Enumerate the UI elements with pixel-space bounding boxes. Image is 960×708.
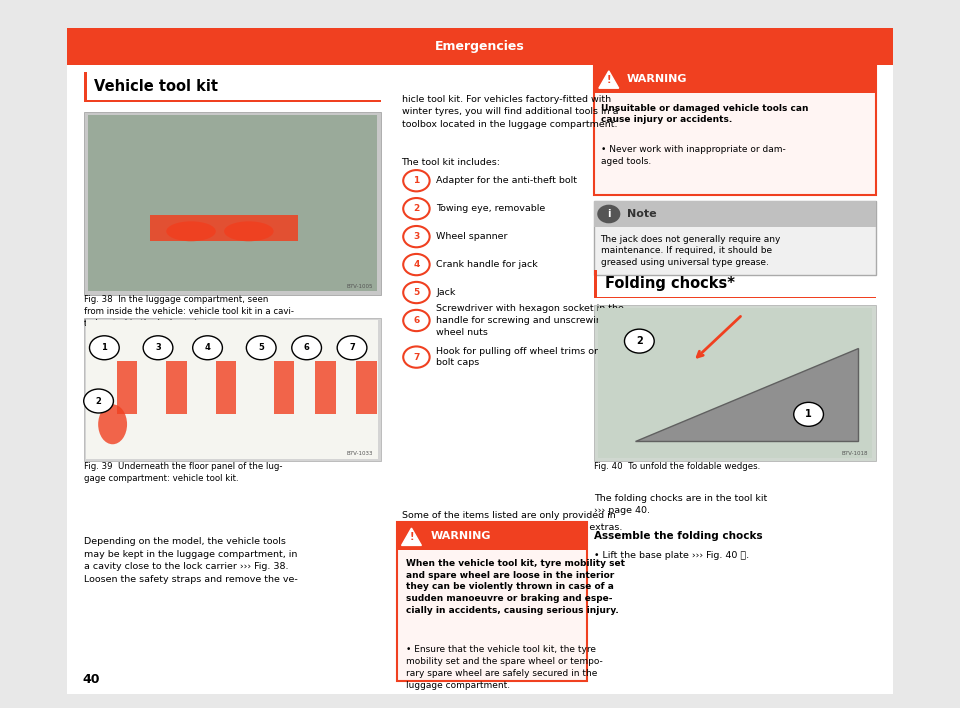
Text: B7V-1018: B7V-1018: [842, 450, 868, 455]
Text: 6: 6: [303, 343, 309, 353]
Circle shape: [292, 336, 322, 360]
Circle shape: [143, 336, 173, 360]
Bar: [397, 522, 588, 680]
Circle shape: [403, 226, 430, 247]
Circle shape: [403, 254, 430, 275]
Text: Towing eye, removable: Towing eye, removable: [436, 204, 545, 213]
Circle shape: [403, 170, 430, 191]
Bar: [117, 361, 137, 414]
Text: When the vehicle tool kit, tyre mobility set
and spare wheel are loose in the in: When the vehicle tool kit, tyre mobility…: [406, 559, 625, 615]
Text: • Never work with inappropriate or dam-
aged tools.: • Never work with inappropriate or dam- …: [601, 145, 785, 166]
Text: Fig. 40  To unfold the foldable wedges.: Fig. 40 To unfold the foldable wedges.: [594, 462, 760, 472]
Text: Unsuitable or damaged vehicle tools can
cause injury or accidents.: Unsuitable or damaged vehicle tools can …: [601, 103, 808, 125]
Text: !: !: [409, 532, 414, 542]
Bar: [594, 65, 876, 93]
Text: Emergencies: Emergencies: [435, 40, 525, 53]
Text: 1: 1: [805, 409, 812, 419]
Bar: [67, 28, 893, 65]
Text: The tool kit includes:: The tool kit includes:: [401, 158, 500, 167]
Bar: [150, 215, 299, 241]
Text: Hook for pulling off wheel trims or wheel
bolt caps: Hook for pulling off wheel trims or whee…: [436, 347, 630, 367]
Text: Fig. 39  Underneath the floor panel of the lug-
gage compartment: vehicle tool k: Fig. 39 Underneath the floor panel of th…: [84, 462, 282, 483]
Bar: [594, 201, 876, 227]
Bar: [84, 111, 381, 295]
Circle shape: [247, 336, 276, 360]
Polygon shape: [599, 71, 618, 88]
Bar: [84, 318, 381, 461]
Text: 5: 5: [258, 343, 264, 353]
Bar: [356, 361, 376, 414]
Text: 2: 2: [636, 336, 642, 346]
Text: Crank handle for jack: Crank handle for jack: [436, 260, 538, 269]
Text: 2: 2: [96, 396, 102, 406]
Bar: [166, 361, 187, 414]
Text: 4: 4: [204, 343, 210, 353]
Text: • Ensure that the vehicle tool kit, the tyre
mobility set and the spare wheel or: • Ensure that the vehicle tool kit, the …: [406, 645, 603, 690]
Text: Adapter for the anti-theft bolt: Adapter for the anti-theft bolt: [436, 176, 577, 185]
Text: Depending on the model, the vehicle tools
may be kept in the luggage compartment: Depending on the model, the vehicle tool…: [84, 537, 298, 584]
Text: B7V-1033: B7V-1033: [347, 450, 372, 455]
Text: 5: 5: [414, 288, 420, 297]
Bar: [86, 320, 378, 459]
Polygon shape: [401, 528, 421, 545]
Circle shape: [794, 402, 824, 426]
Bar: [88, 115, 376, 291]
Polygon shape: [636, 348, 858, 441]
Text: Jack: Jack: [436, 288, 456, 297]
Text: Some of the items listed are only provided in
certain model versions, or are opt: Some of the items listed are only provid…: [401, 511, 622, 532]
Bar: [594, 297, 876, 298]
Text: 7: 7: [413, 353, 420, 362]
Bar: [84, 72, 87, 101]
Circle shape: [624, 329, 654, 353]
Text: Note: Note: [627, 209, 657, 219]
Text: 40: 40: [82, 673, 100, 686]
Ellipse shape: [166, 222, 216, 241]
Text: i: i: [607, 209, 611, 219]
Text: hicle tool kit. For vehicles factory-fitted with
winter tyres, you will find add: hicle tool kit. For vehicles factory-fit…: [401, 95, 618, 129]
Circle shape: [403, 346, 430, 367]
Text: • Lift the base plate ››› Fig. 40 ⓘ.: • Lift the base plate ››› Fig. 40 ⓘ.: [594, 551, 749, 560]
Bar: [397, 522, 588, 550]
Text: 6: 6: [414, 316, 420, 325]
Text: 2: 2: [414, 204, 420, 213]
Circle shape: [193, 336, 223, 360]
Text: 4: 4: [413, 260, 420, 269]
Ellipse shape: [224, 222, 274, 241]
Text: 1: 1: [414, 176, 420, 185]
Text: Fig. 38  In the luggage compartment, seen
from inside the vehicle: vehicle tool : Fig. 38 In the luggage compartment, seen…: [84, 295, 294, 328]
Circle shape: [403, 198, 430, 219]
Text: WARNING: WARNING: [430, 531, 491, 541]
Bar: [315, 361, 336, 414]
Circle shape: [597, 205, 620, 223]
Circle shape: [403, 310, 430, 331]
Circle shape: [84, 389, 113, 413]
Bar: [598, 308, 872, 457]
Text: 3: 3: [156, 343, 161, 353]
FancyBboxPatch shape: [67, 28, 893, 694]
Text: Wheel spanner: Wheel spanner: [436, 232, 508, 241]
Circle shape: [337, 336, 367, 360]
Text: Screwdriver with hexagon socket in the
handle for screwing and unscrewing the
wh: Screwdriver with hexagon socket in the h…: [436, 304, 627, 337]
Text: Folding chocks*: Folding chocks*: [606, 276, 735, 292]
Text: Vehicle tool kit: Vehicle tool kit: [94, 79, 218, 93]
Bar: [594, 304, 876, 461]
Circle shape: [89, 336, 119, 360]
Text: WARNING: WARNING: [627, 74, 687, 84]
Ellipse shape: [98, 404, 127, 445]
Bar: [274, 361, 294, 414]
Circle shape: [403, 282, 430, 303]
Text: Assemble the folding chocks: Assemble the folding chocks: [594, 531, 762, 541]
Bar: [594, 270, 597, 298]
Text: The jack does not generally require any
maintenance. If required, it should be
g: The jack does not generally require any …: [601, 234, 780, 267]
Text: The folding chocks are in the tool kit
››› page 40.: The folding chocks are in the tool kit ›…: [594, 494, 767, 515]
Bar: [594, 201, 876, 275]
Text: 7: 7: [349, 343, 355, 353]
Bar: [216, 361, 236, 414]
Text: B7V-1005: B7V-1005: [347, 284, 372, 289]
Text: 1: 1: [102, 343, 108, 353]
Bar: [594, 65, 876, 195]
Text: 3: 3: [414, 232, 420, 241]
Text: !: !: [607, 75, 612, 85]
